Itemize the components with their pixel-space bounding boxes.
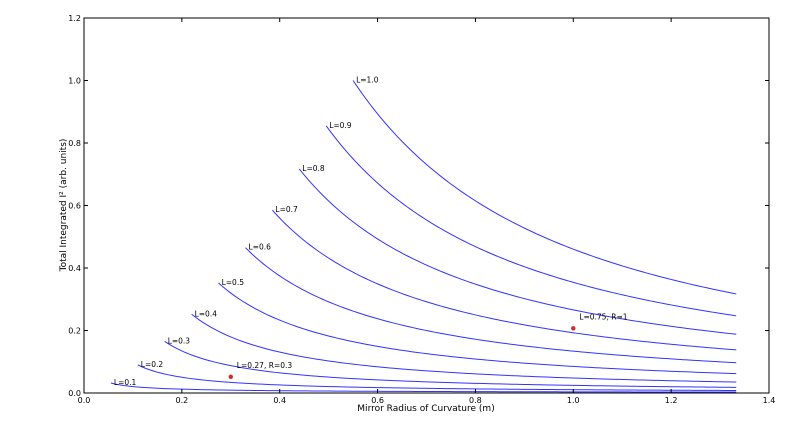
series-line-8 (298, 168, 737, 335)
series-label-4: L=0.4 (195, 309, 218, 318)
y-tick-label-0: 0.0 (68, 389, 81, 398)
x-tick-label-6: 1.2 (665, 396, 678, 405)
series-label-7: L=0.7 (275, 205, 298, 214)
series-line-9 (325, 125, 737, 317)
y-tick-label-3: 0.6 (68, 202, 81, 211)
series-label-3: L=0.3 (168, 336, 191, 345)
y-tick-label-5: 1.0 (68, 77, 81, 86)
x-tick-label-0: 0.0 (78, 396, 91, 405)
points-group: L=0.27, R=0.3 L=0.75, R=1 (228, 312, 628, 379)
x-axis-ticks: 0.0 0.2 0.4 0.6 0.8 1.0 1.2 1.4 (78, 18, 776, 405)
series-line-7 (272, 209, 737, 351)
series-line-2 (137, 364, 737, 391)
series-line-4 (191, 313, 737, 383)
series-label-6: L=0.6 (249, 243, 272, 252)
series-line-10 (352, 80, 737, 295)
y-tick-label-1: 0.2 (68, 327, 81, 336)
x-tick-label-4: 0.8 (469, 396, 482, 405)
x-axis-label: Mirror Radius of Curvature (m) (357, 404, 494, 414)
y-tick-label-6: 1.2 (68, 14, 81, 23)
y-axis-label: Total Integrated I² (arb. units) (59, 139, 69, 273)
point-marker-2 (571, 326, 576, 331)
series-label-5: L=0.5 (222, 278, 245, 287)
curve-labels-group: L=0.1 L=0.2 L=0.3 L=0.4 L=0.5 L=0.6 L=0.7 L=0.8… (114, 76, 379, 388)
x-tick-label-1: 0.2 (175, 396, 188, 405)
x-tick-label-5: 1.0 (567, 396, 580, 405)
series-line-3 (164, 341, 737, 388)
y-tick-label-2: 0.4 (68, 264, 81, 273)
y-tick-label-4: 0.8 (68, 139, 81, 148)
x-tick-label-7: 1.4 (763, 396, 776, 405)
series-label-10: L=1.0 (356, 76, 379, 85)
series-label-9: L=0.9 (329, 121, 352, 130)
point-marker-1 (228, 374, 233, 379)
series-label-2: L=0.2 (141, 360, 164, 369)
series-line-5 (218, 282, 737, 375)
series-line-6 (245, 247, 737, 364)
point-label-1: L=0.27, R=0.3 (237, 361, 293, 370)
y-axis-ticks: 0.0 0.2 0.4 0.6 0.8 1.0 1.2 (68, 14, 769, 398)
x-tick-label-3: 0.6 (371, 396, 384, 405)
x-tick-label-2: 0.4 (273, 396, 286, 405)
series-label-8: L=0.8 (302, 164, 325, 173)
series-label-1: L=0.1 (114, 378, 137, 387)
curves-group (110, 80, 737, 393)
point-label-2: L=0.75, R=1 (579, 312, 627, 321)
series-line-1 (110, 382, 737, 393)
